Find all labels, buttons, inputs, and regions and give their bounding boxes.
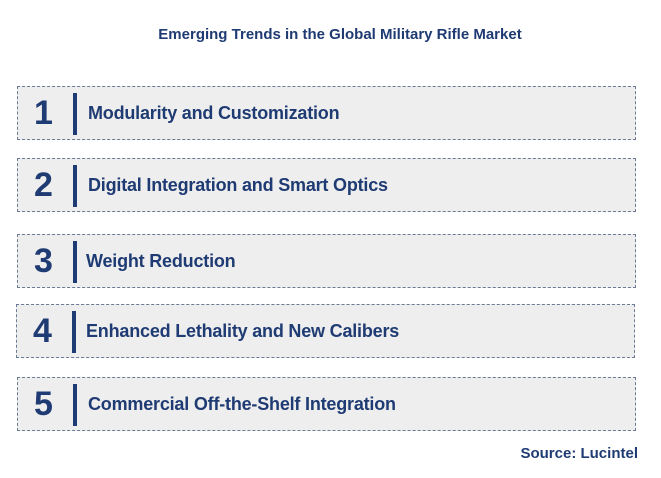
trend-label: Commercial Off-the-Shelf Integration bbox=[88, 393, 396, 414]
diagram-title: Emerging Trends in the Global Military R… bbox=[158, 26, 522, 43]
trend-row-5: 5 Commercial Off-the-Shelf Integration bbox=[17, 377, 636, 431]
trend-row-2: 2 Digital Integration and Smart Optics bbox=[17, 158, 636, 212]
trend-row-3: 3 Weight Reduction bbox=[17, 234, 636, 288]
trend-label: Modularity and Customization bbox=[88, 102, 340, 123]
divider-bar bbox=[73, 241, 77, 283]
trend-number: 4 bbox=[33, 311, 52, 350]
trend-label: Digital Integration and Smart Optics bbox=[88, 174, 388, 195]
trend-row-1: 1 Modularity and Customization bbox=[17, 86, 636, 140]
trend-row-4: 4 Enhanced Lethality and New Calibers bbox=[16, 304, 635, 358]
trend-number: 5 bbox=[34, 384, 53, 423]
divider-bar bbox=[73, 384, 77, 426]
trend-label: Weight Reduction bbox=[86, 250, 236, 271]
trend-label: Enhanced Lethality and New Calibers bbox=[86, 320, 400, 341]
divider-bar bbox=[73, 165, 77, 207]
trend-number: 3 bbox=[34, 241, 53, 280]
divider-bar bbox=[73, 93, 77, 135]
source-credit: Source: Lucintel bbox=[520, 445, 638, 462]
divider-bar bbox=[72, 311, 76, 353]
trend-number: 1 bbox=[34, 93, 53, 132]
trend-number: 2 bbox=[34, 165, 53, 204]
